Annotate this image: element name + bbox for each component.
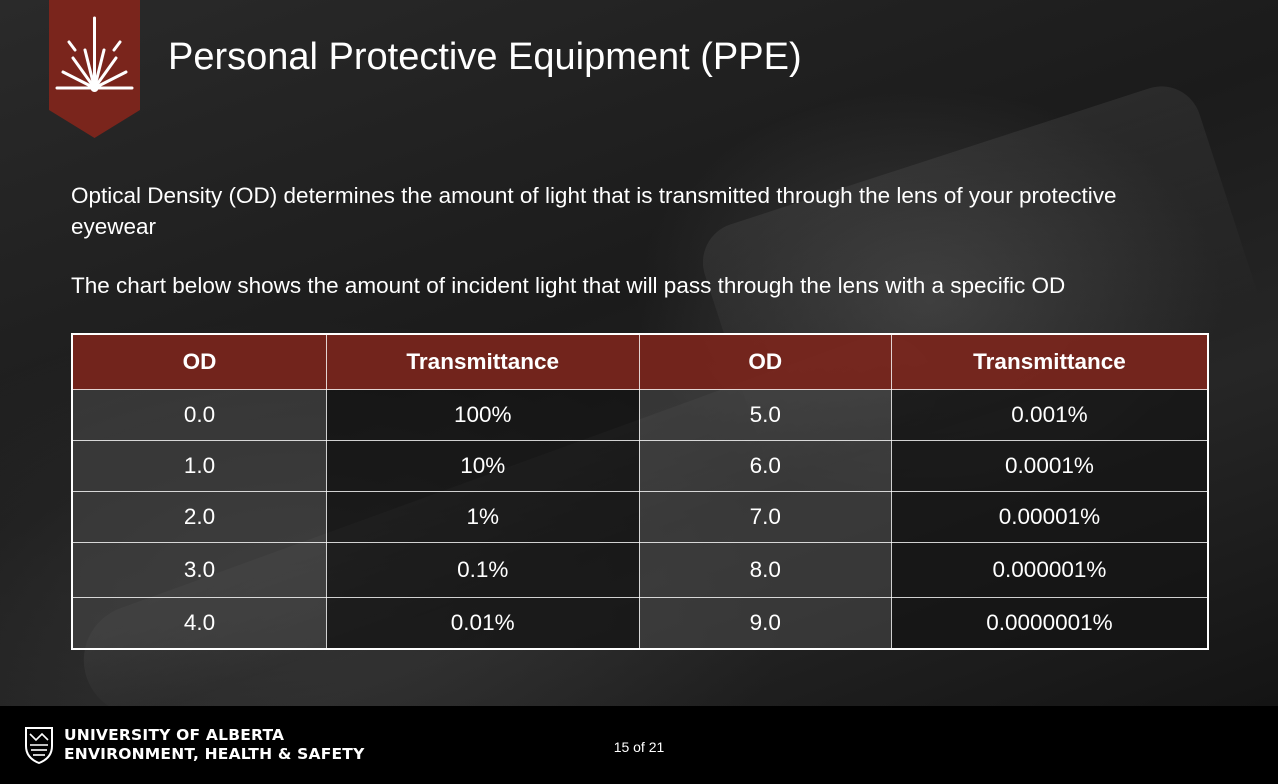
slide-canvas: Personal Protective Equipment (PPE) Opti… bbox=[0, 0, 1278, 706]
od-cell: 7.0 bbox=[638, 491, 892, 543]
od-cell: 3.0 bbox=[71, 542, 327, 598]
page-indicator: 15 of 21 bbox=[613, 739, 665, 755]
od-cell: 0.0 bbox=[71, 389, 327, 441]
transmittance-cell: 0.1% bbox=[325, 542, 640, 598]
table-row: 0.0 100% 5.0 0.001% bbox=[71, 389, 1209, 441]
transmittance-cell: 0.0000001% bbox=[890, 597, 1209, 650]
org-name-line-2: ENVIRONMENT, HEALTH & SAFETY bbox=[64, 745, 365, 763]
transmittance-cell: 0.00001% bbox=[890, 491, 1209, 543]
column-header-od: OD bbox=[638, 333, 892, 390]
chart-description: The chart below shows the amount of inci… bbox=[71, 273, 1066, 298]
organization-name: UNIVERSITY OF ALBERTA ENVIRONMENT, HEALT… bbox=[64, 726, 365, 764]
od-cell: 6.0 bbox=[638, 440, 892, 492]
od-cell: 9.0 bbox=[638, 597, 892, 650]
od-cell: 4.0 bbox=[71, 597, 327, 650]
table-row: 3.0 0.1% 8.0 0.000001% bbox=[71, 542, 1209, 598]
transmittance-cell: 0.0001% bbox=[890, 440, 1209, 492]
od-transmittance-table: OD Transmittance OD Transmittance 0.0 10… bbox=[71, 333, 1209, 650]
laser-burst-icon bbox=[49, 0, 140, 138]
transmittance-cell: 10% bbox=[325, 440, 640, 492]
org-name-line-1: UNIVERSITY OF ALBERTA bbox=[64, 726, 285, 744]
column-header-transmittance: Transmittance bbox=[890, 333, 1209, 390]
transmittance-cell: 1% bbox=[325, 491, 640, 543]
column-header-transmittance: Transmittance bbox=[325, 333, 640, 390]
intro-paragraph: Optical Density (OD) determines the amou… bbox=[71, 183, 1117, 239]
od-cell: 5.0 bbox=[638, 389, 892, 441]
university-crest-icon bbox=[25, 727, 53, 764]
table-row: 2.0 1% 7.0 0.00001% bbox=[71, 491, 1209, 543]
transmittance-cell: 0.01% bbox=[325, 597, 640, 650]
od-cell: 1.0 bbox=[71, 440, 327, 492]
od-cell: 8.0 bbox=[638, 542, 892, 598]
table-header-row: OD Transmittance OD Transmittance bbox=[71, 333, 1209, 390]
transmittance-cell: 100% bbox=[325, 389, 640, 441]
od-cell: 2.0 bbox=[71, 491, 327, 543]
slide-footer: UNIVERSITY OF ALBERTA ENVIRONMENT, HEALT… bbox=[0, 706, 1278, 784]
transmittance-cell: 0.001% bbox=[890, 389, 1209, 441]
transmittance-cell: 0.000001% bbox=[890, 542, 1209, 598]
page-title: Personal Protective Equipment (PPE) bbox=[168, 36, 802, 78]
table-row: 4.0 0.01% 9.0 0.0000001% bbox=[71, 597, 1209, 650]
column-header-od: OD bbox=[71, 333, 327, 390]
table-row: 1.0 10% 6.0 0.0001% bbox=[71, 440, 1209, 492]
